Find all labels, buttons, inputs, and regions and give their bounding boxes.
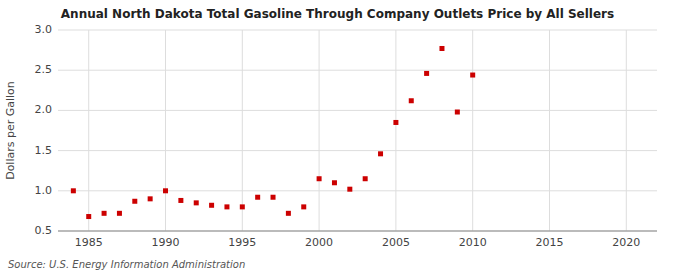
y-tick-label: 0.5 <box>35 224 53 237</box>
point <box>409 98 414 103</box>
x-grid-line <box>319 30 320 231</box>
title: Annual North Dakota Total Gasoline Throu… <box>61 7 614 21</box>
y-grid-line <box>58 231 657 232</box>
y-grid-line <box>58 110 657 111</box>
point <box>240 204 245 209</box>
point <box>255 195 260 200</box>
y-tick-label: 2.0 <box>35 103 53 116</box>
point <box>86 214 91 219</box>
point <box>286 211 291 216</box>
point <box>178 198 183 203</box>
point <box>470 73 475 78</box>
x-grid-line <box>472 30 473 231</box>
grid <box>58 30 657 231</box>
point <box>378 151 383 156</box>
y-tick-label: 1.0 <box>35 184 53 197</box>
chart: 0.5 1.0 1.5 2.0 2.5 3.0 1985 1990 1995 2000 2005 20… <box>0 0 675 275</box>
point <box>117 211 122 216</box>
point <box>224 204 229 209</box>
point <box>317 176 322 181</box>
x-grid-line <box>88 30 89 231</box>
point <box>301 204 306 209</box>
point <box>332 180 337 185</box>
point <box>102 211 107 216</box>
point <box>455 110 460 115</box>
y-grid-line <box>58 70 657 71</box>
x-tick-label: 1990 <box>152 236 180 249</box>
x-tick-label: 1995 <box>228 236 256 249</box>
point <box>163 188 168 193</box>
y-tick-label: 2.5 <box>35 63 53 76</box>
point <box>71 188 76 193</box>
x-grid-line <box>626 30 627 231</box>
y-tick-label: 1.5 <box>35 144 53 157</box>
point <box>148 196 153 201</box>
source-note: Source: U.S. Energy Information Administ… <box>8 259 245 270</box>
x-tick-label: 2010 <box>459 236 487 249</box>
y-grid-line <box>58 190 657 191</box>
x-tick-label: 2000 <box>305 236 333 249</box>
x-tick-label: 2015 <box>535 236 563 249</box>
point <box>209 203 214 208</box>
point <box>271 195 276 200</box>
x-grid-line <box>242 30 243 231</box>
point <box>363 176 368 181</box>
y-axis-label: Dollars per Gallon <box>4 81 17 180</box>
x-grid-line <box>549 30 550 231</box>
point <box>393 120 398 125</box>
point <box>194 200 199 205</box>
points <box>71 46 475 219</box>
x-tick-label: 2005 <box>382 236 410 249</box>
y-tick-label: 3.0 <box>35 23 53 36</box>
point <box>424 71 429 76</box>
x-grid-line <box>165 30 166 231</box>
x-grid-line <box>395 30 396 231</box>
point <box>132 199 137 204</box>
point <box>347 187 352 192</box>
y-grid-line <box>58 150 657 151</box>
x-axis-line <box>58 231 657 232</box>
x-tick-label: 2020 <box>612 236 640 249</box>
point <box>439 46 444 51</box>
y-grid-line <box>58 30 657 31</box>
x-tick-label: 1985 <box>75 236 103 249</box>
